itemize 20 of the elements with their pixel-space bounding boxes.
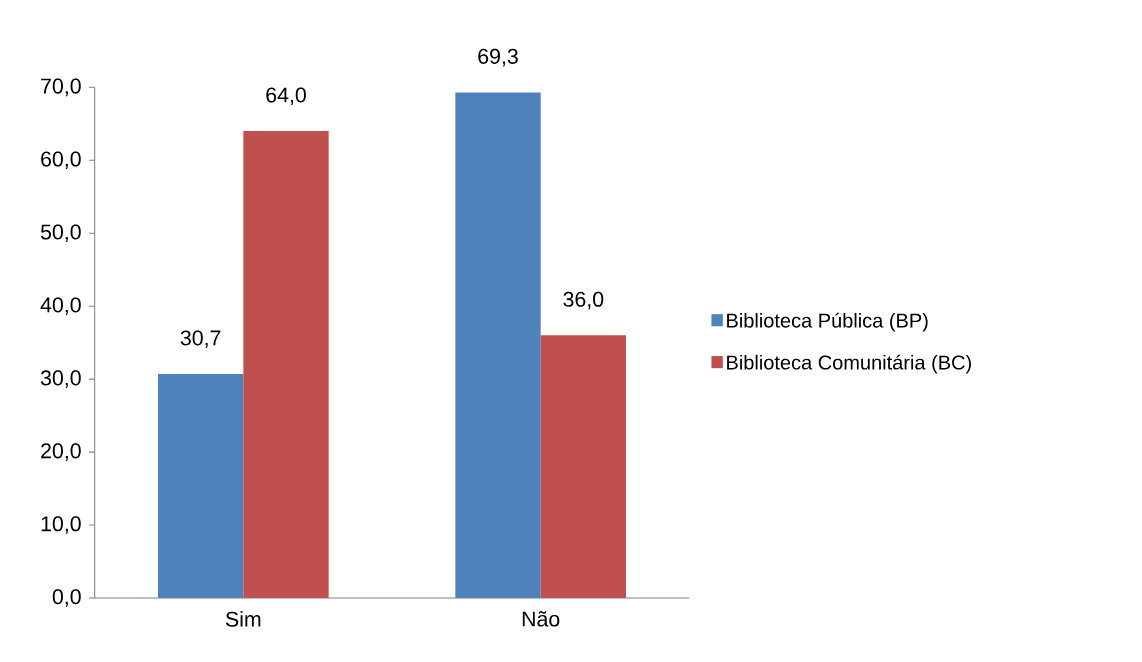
data-label: 36,0 bbox=[563, 291, 604, 310]
y-tick-label: 30,0 bbox=[40, 370, 81, 388]
y-tick-label: 60,0 bbox=[41, 151, 81, 170]
bar bbox=[540, 335, 626, 598]
bar bbox=[243, 131, 329, 598]
y-tick-label: 70,0 bbox=[41, 78, 81, 97]
legend-label: Biblioteca Pública (BP) bbox=[727, 312, 928, 332]
data-label: 69,3 bbox=[478, 48, 518, 67]
y-tick-label: 0,0 bbox=[52, 589, 81, 607]
y-tick-label: 40,0 bbox=[40, 297, 81, 315]
data-label: 30,7 bbox=[180, 330, 221, 348]
y-tick-label: 10,0 bbox=[41, 516, 81, 534]
data-label: 64,0 bbox=[266, 87, 306, 106]
y-tick-label: 20,0 bbox=[41, 443, 81, 461]
y-tick-label: 50,0 bbox=[40, 224, 81, 243]
x-tick-label: Sim bbox=[225, 611, 261, 627]
bar bbox=[455, 92, 541, 598]
bar bbox=[158, 374, 244, 598]
x-tick-label: Não bbox=[522, 611, 560, 627]
legend-label: Biblioteca Comunitária (BC) bbox=[727, 354, 971, 374]
